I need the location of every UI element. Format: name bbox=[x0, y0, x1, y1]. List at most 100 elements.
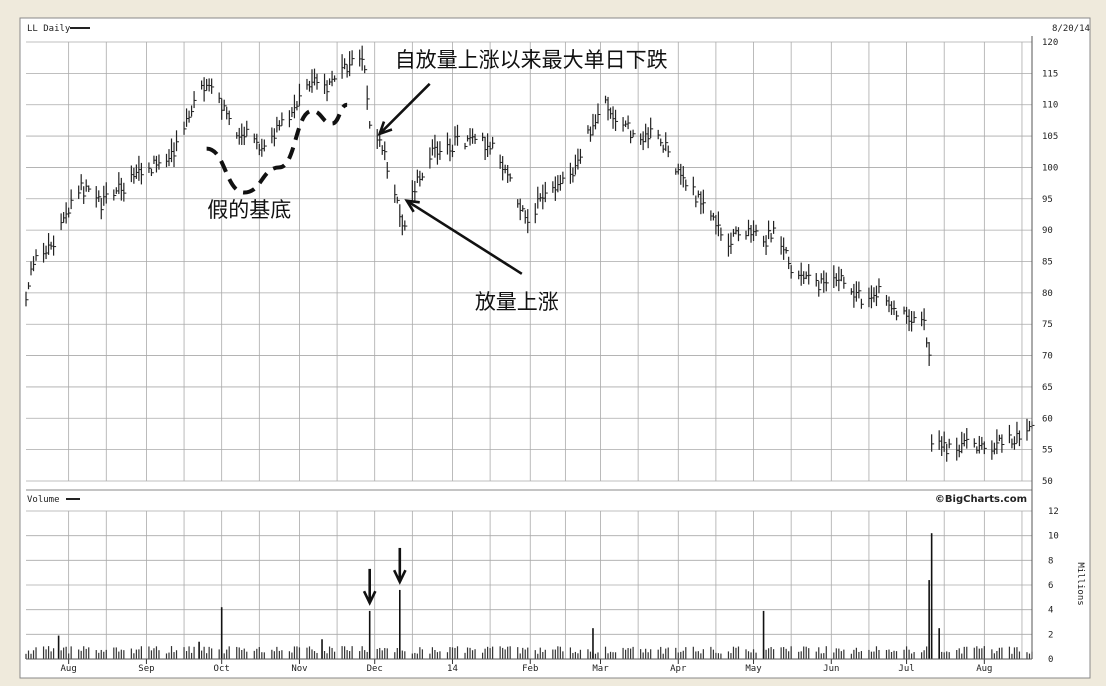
price-tick-label: 85 bbox=[1042, 258, 1053, 268]
price-bar bbox=[860, 298, 864, 309]
price-bar bbox=[396, 196, 400, 204]
price-panel-title: LL Daily bbox=[27, 24, 71, 34]
volume-tick-label: 10 bbox=[1048, 532, 1059, 542]
annotation-arrows bbox=[377, 82, 523, 275]
volume-tick-label: 6 bbox=[1048, 581, 1053, 591]
price-bar bbox=[88, 185, 92, 193]
price-bar bbox=[878, 278, 882, 294]
volume-y-axis: 12 10 8 6 4 2 0 bbox=[1048, 507, 1059, 665]
volume-tick-label: 4 bbox=[1048, 606, 1053, 616]
price-bar bbox=[394, 184, 398, 203]
price-tick-label: 100 bbox=[1042, 163, 1058, 173]
brand-label: ©BigCharts.com bbox=[935, 494, 1027, 505]
price-bar bbox=[32, 256, 37, 272]
arrow-biggest-drop-head bbox=[377, 121, 393, 136]
volume-arrow-head bbox=[362, 590, 377, 606]
price-bar bbox=[175, 130, 180, 152]
price-bar bbox=[788, 256, 792, 270]
price-tick-label: 60 bbox=[1042, 414, 1053, 424]
annotations: 自放量上涨以来最大单日下跌 假的基底 放量上涨 bbox=[206, 48, 668, 314]
price-bar bbox=[717, 211, 721, 237]
price-bar bbox=[256, 133, 260, 150]
price-bar bbox=[78, 185, 82, 200]
price-bar bbox=[263, 139, 267, 152]
price-bar bbox=[665, 132, 669, 152]
price-bar bbox=[660, 138, 664, 147]
price-bar bbox=[404, 220, 408, 231]
x-tick-label: Oct bbox=[214, 664, 230, 674]
price-bar bbox=[767, 220, 772, 240]
annotation-fake-base: 假的基底 bbox=[207, 198, 291, 222]
price-bar bbox=[246, 120, 250, 137]
x-tick-label: Sep bbox=[138, 664, 154, 674]
price-bar bbox=[943, 431, 947, 452]
volume-tick-label: 8 bbox=[1048, 556, 1053, 566]
price-bar bbox=[316, 73, 320, 90]
price-bar bbox=[790, 265, 794, 279]
price-bar bbox=[818, 281, 822, 297]
price-bar bbox=[650, 117, 654, 139]
price-bar bbox=[366, 85, 370, 110]
price-bar bbox=[188, 110, 192, 123]
price-bar bbox=[464, 142, 468, 150]
price-bar bbox=[773, 220, 777, 234]
price-bar bbox=[559, 174, 563, 191]
volume-tick-label: 0 bbox=[1048, 655, 1053, 665]
volume-tick-label: 12 bbox=[1048, 507, 1059, 517]
volume-arrow-head bbox=[392, 569, 407, 585]
price-bar bbox=[421, 172, 425, 181]
price-bar bbox=[843, 276, 847, 289]
price-bar bbox=[737, 227, 741, 242]
price-bar bbox=[931, 434, 935, 452]
price-bar bbox=[183, 121, 187, 135]
volume-panel: Volume ©BigCharts.com 12 10 8 6 4 2 0 Millions bbox=[25, 489, 1085, 665]
arrow-biggest-drop-shaft bbox=[378, 82, 431, 135]
price-bar bbox=[150, 168, 154, 177]
price-bar bbox=[544, 181, 548, 203]
volume-bars bbox=[25, 533, 1033, 659]
price-bar bbox=[140, 162, 144, 185]
price-bar bbox=[647, 127, 651, 149]
price-bar bbox=[218, 92, 222, 104]
volume-arrow bbox=[392, 547, 407, 585]
price-grid bbox=[26, 41, 1032, 482]
price-bar bbox=[685, 179, 689, 191]
price-tick-label: 75 bbox=[1042, 320, 1053, 330]
price-tick-label: 120 bbox=[1042, 38, 1058, 48]
price-date-label: 8/20/14 bbox=[1052, 24, 1090, 34]
price-tick-label: 70 bbox=[1042, 352, 1053, 362]
price-bar bbox=[875, 285, 879, 307]
price-bar bbox=[70, 189, 74, 210]
price-bar bbox=[326, 80, 330, 102]
price-bar bbox=[173, 142, 177, 168]
price-bar bbox=[35, 249, 39, 261]
price-bar bbox=[614, 109, 619, 131]
price-bar bbox=[211, 78, 215, 94]
arrow-volume-rise bbox=[404, 199, 523, 275]
price-bar bbox=[627, 115, 631, 130]
price-bar bbox=[966, 428, 970, 449]
price-bar bbox=[1008, 424, 1012, 444]
volume-arrows bbox=[362, 547, 407, 606]
price-tick-label: 55 bbox=[1042, 446, 1053, 456]
chart-frame bbox=[19, 17, 1091, 679]
x-tick-label: Jun bbox=[823, 664, 839, 674]
price-bar bbox=[913, 311, 917, 323]
x-tick-label: Mar bbox=[592, 664, 609, 674]
price-bar bbox=[534, 203, 538, 224]
price-bar bbox=[351, 50, 355, 66]
price-bar bbox=[509, 173, 513, 182]
price-bar bbox=[27, 282, 32, 290]
price-panel: LL Daily 8/20/14 120 115 110 105 100 95 90 85 80… bbox=[25, 24, 1090, 487]
price-bar bbox=[100, 197, 104, 220]
x-tick-label: Nov bbox=[291, 664, 307, 674]
price-bar bbox=[278, 120, 282, 131]
price-bar bbox=[83, 186, 87, 204]
price-bar bbox=[572, 167, 576, 183]
price-tick-label: 90 bbox=[1042, 226, 1053, 236]
price-bar bbox=[1013, 436, 1017, 450]
arrow-volume-rise-shaft bbox=[406, 199, 523, 275]
x-tick-label: Jul bbox=[898, 664, 914, 674]
price-bar bbox=[597, 103, 601, 124]
